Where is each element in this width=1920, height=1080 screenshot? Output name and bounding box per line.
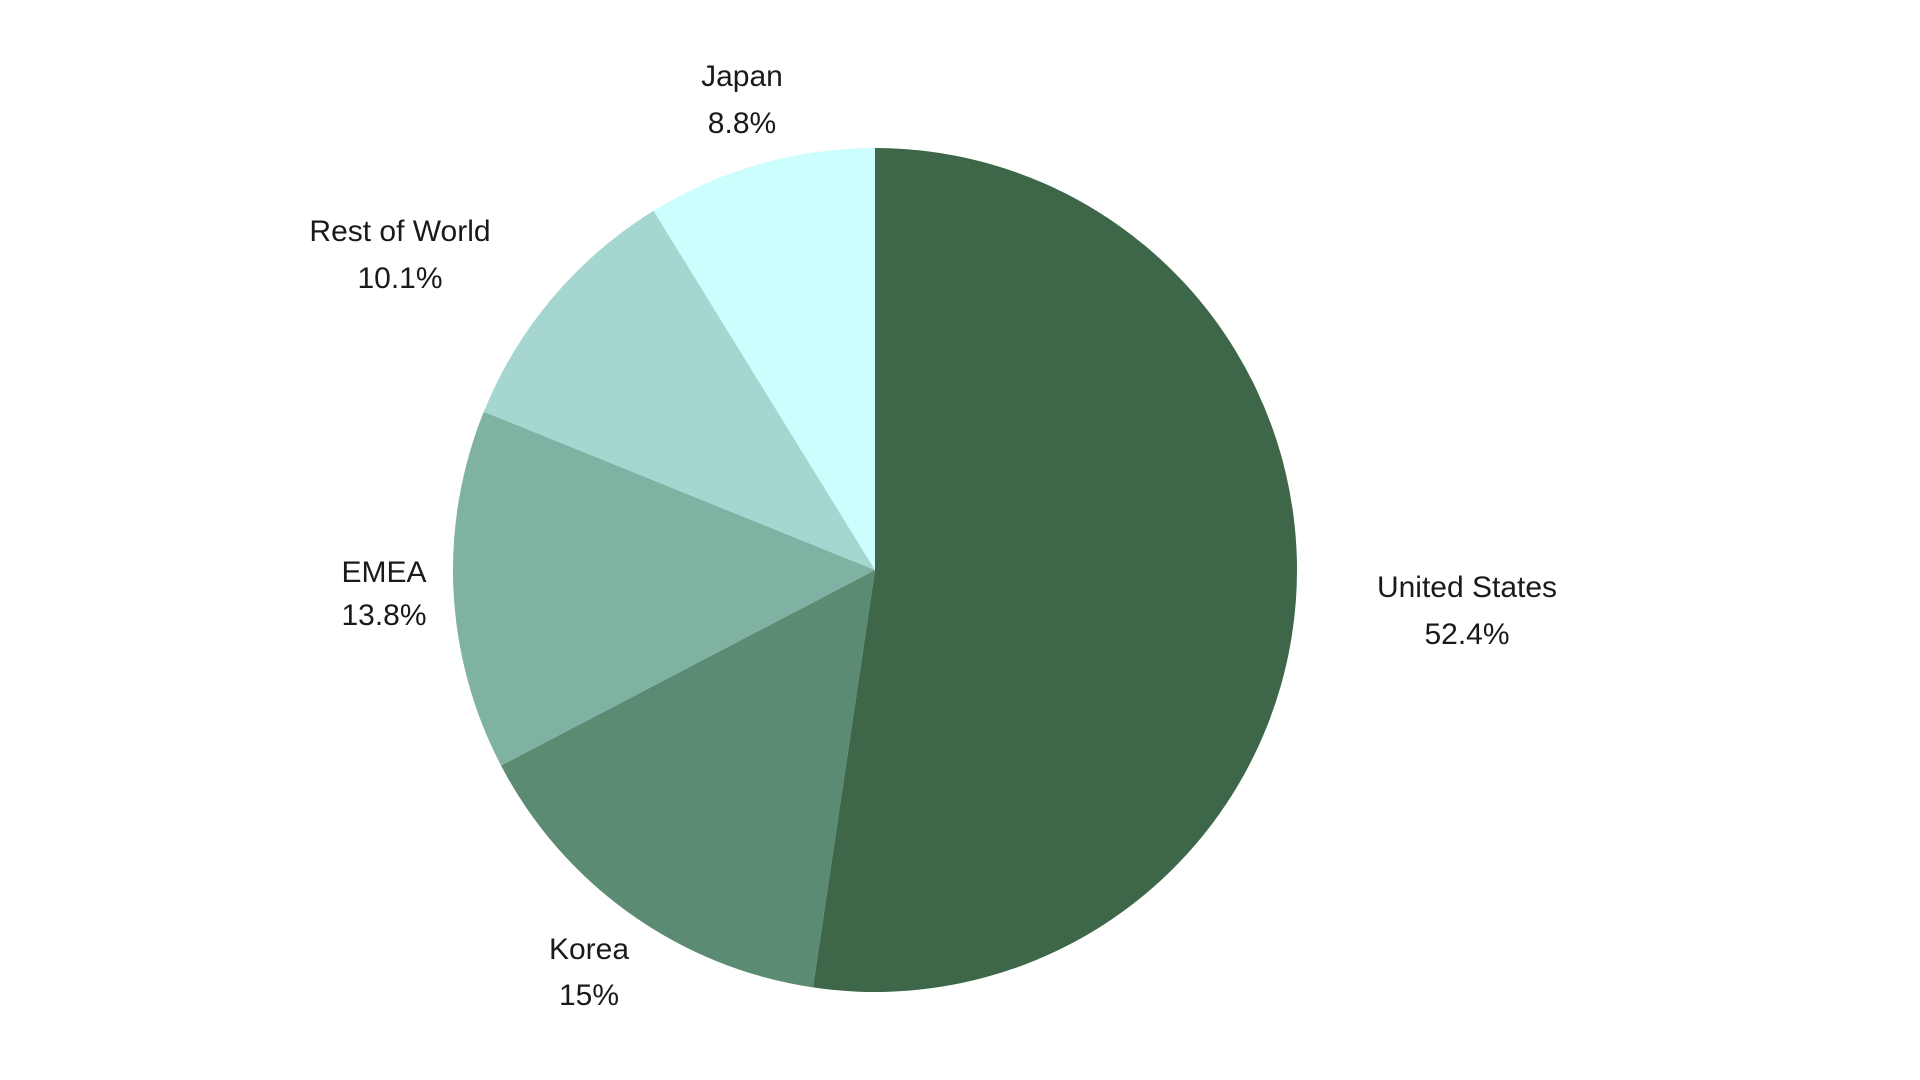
label-united-states: United States xyxy=(1377,571,1557,604)
slice-japan xyxy=(653,148,875,570)
value-emea: 13.8% xyxy=(341,599,426,632)
label-japan: Japan xyxy=(701,60,783,93)
value-united-states: 52.4% xyxy=(1424,618,1509,651)
value-korea: 15% xyxy=(559,979,619,1012)
slice-rest-of-world xyxy=(483,210,875,570)
value-rest-of-world: 10.1% xyxy=(357,262,442,295)
value-japan: 8.8% xyxy=(708,107,776,140)
slice-united-states xyxy=(812,148,1297,992)
slice-emea xyxy=(452,411,875,766)
label-rest-of-world: Rest of World xyxy=(309,215,490,248)
label-korea: Korea xyxy=(549,933,629,966)
label-emea: EMEA xyxy=(341,556,426,589)
slice-korea xyxy=(501,570,875,988)
pie-slices xyxy=(452,148,1297,992)
pie-labels: United States 52.4% Korea 15% EMEA 13.8%… xyxy=(309,60,1557,1012)
